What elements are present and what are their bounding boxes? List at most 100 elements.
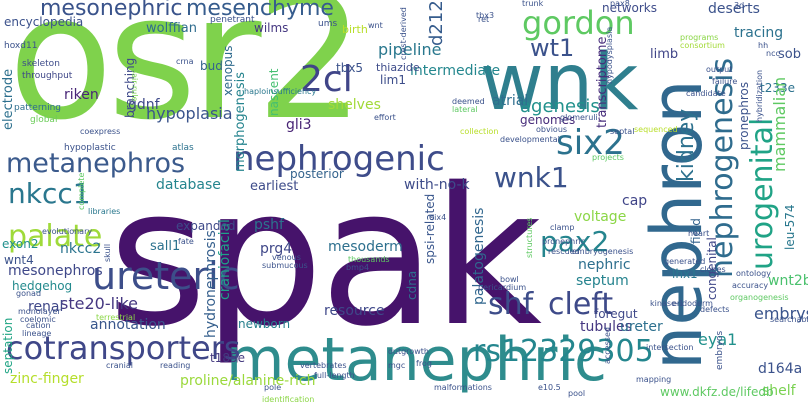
word-lateral: lateral [452, 105, 478, 114]
word-tbx3: tbx3 [476, 11, 495, 20]
word-coelomic: coelomic [20, 315, 56, 324]
word-ums: ums [318, 19, 338, 29]
word-mesenchyme: mesenchyme [186, 0, 334, 21]
word-mgc: mgc [388, 361, 406, 370]
word-agenesis: agenesis [520, 96, 600, 117]
word-searchable: searchable [770, 315, 808, 324]
word-riken: riken [64, 87, 99, 103]
word-kidney: kidney [674, 108, 699, 182]
word-lim1: lim1 [380, 73, 406, 87]
word-shelves: shelves [328, 97, 381, 113]
word-electrode: electrode [1, 68, 16, 130]
word-submucous: submucous [262, 261, 308, 270]
word-global: global [30, 115, 58, 125]
word-clamp: clamp [550, 223, 575, 232]
word-lhx1: lhx1 [672, 267, 698, 281]
word-pole: pole [264, 383, 282, 392]
word-effort: effort [374, 113, 396, 122]
word-spak: spak [108, 147, 542, 368]
word-wnk: wnk [480, 38, 639, 128]
word-deemed: deemed [452, 97, 485, 106]
word-hedgehog: hedgehog [12, 279, 73, 293]
word-bowl: bowl [500, 275, 519, 284]
word-accessed: accessed [603, 327, 612, 364]
word-intersection: intersection [646, 343, 694, 352]
word-structures: structures [525, 217, 534, 258]
word-gonad: gonad [16, 289, 42, 298]
word-3d: 3d [734, 1, 745, 10]
word-nephric: nephric [578, 257, 631, 273]
word-wnt2b: wnt2b [768, 273, 808, 289]
word-nkcc2: nkcc2 [60, 241, 102, 257]
word-encyclopedia: encyclopedia [4, 15, 84, 29]
word-tracing: tracing [734, 25, 784, 41]
word-prg4: prg4 [260, 241, 293, 257]
word-hoxd11: hoxd11 [4, 41, 38, 51]
word-wnt4: wnt4 [4, 253, 34, 267]
word-pax2: pax2 [540, 225, 610, 258]
word-cap: cap [622, 193, 648, 209]
word-venous: venous [272, 253, 301, 262]
word-full-length: full-length [314, 371, 355, 380]
word-throughput: throughput [22, 71, 73, 81]
word-earliest: earliest [250, 179, 299, 194]
word-hh: hh [758, 41, 769, 50]
word-developmental: developmental [500, 135, 560, 144]
word-embryos: embryos [715, 330, 725, 370]
word-pair-rule: pair-rule [130, 68, 139, 102]
word-metanephros: metanephros [6, 148, 186, 179]
word-mesoderm: mesoderm [328, 239, 403, 255]
word-complete: complete [77, 172, 86, 210]
word-heart: heart [688, 229, 710, 238]
word-failure: failure [712, 77, 738, 86]
word-cation: cation [26, 321, 51, 330]
word-haploinsufficiency: haploinsufficiency [244, 87, 317, 96]
word-with-no-k: with-no-k [404, 177, 470, 193]
word-six2: six2 [556, 123, 625, 163]
word-accuracy: accuracy [732, 281, 769, 290]
word-pronephric: pronephric [542, 237, 586, 246]
word-generated: generated [664, 257, 706, 266]
word-nkcc1: nkcc1 [8, 177, 91, 210]
word-kinase-1: kinase-1 [650, 299, 684, 308]
word-expanded: expanded [176, 219, 236, 233]
word-cdna: cdna [405, 270, 419, 300]
word-atlas: atlas [172, 143, 194, 153]
word-skeleton: skeleton [22, 59, 60, 69]
word-pax8: pax8 [610, 0, 630, 8]
word-rs12329305: rs12329305 [473, 334, 654, 369]
word-renal: renal [28, 299, 64, 315]
word-septation: septation [1, 317, 15, 374]
word-organogenesis: organogenesis [730, 293, 789, 302]
word-proline-alanine-rich: proline/alanine-rich [180, 373, 316, 389]
word-d164a: d164a [758, 361, 803, 377]
word-patterning: patterning [14, 103, 61, 113]
word-candidate: candidate [686, 89, 726, 98]
word-wt1: wt1 [530, 34, 575, 62]
word-obvious: obvious [536, 125, 568, 134]
word-reading: reading [160, 361, 191, 370]
word-birth: birth [342, 23, 368, 36]
word-malformations: malformations [434, 383, 492, 392]
word-programs: programs [680, 33, 719, 42]
word-spsi-related: spsi-related [423, 193, 437, 264]
word-thiazide: thiazide [376, 61, 420, 74]
word-nephrogenic: nephrogenic [233, 139, 445, 179]
word-www-dkfz-de-lifedb: www.dkfz.de/lifedb [660, 385, 774, 399]
word-newborn: newborn [238, 317, 291, 331]
word-gli3: gli3 [286, 117, 312, 133]
word-pronephros: pronephros [737, 81, 751, 150]
word-foregut: foregut [594, 307, 638, 321]
word-metanephric: metanephric [226, 325, 608, 395]
word-pool: pool [568, 389, 586, 398]
word-osr2: osr2 [8, 0, 365, 158]
word-atrial: atrial [492, 93, 529, 109]
word-thousands: thousands [348, 255, 390, 264]
word-zinc-finger: zinc-finger [10, 371, 84, 387]
word-monolayer: monolayer [18, 307, 61, 316]
word-ureteric: ureteric [92, 254, 240, 298]
word-clones: clones [700, 265, 726, 274]
word-lineage: lineage [22, 329, 52, 338]
word-collection: collection [460, 127, 499, 136]
